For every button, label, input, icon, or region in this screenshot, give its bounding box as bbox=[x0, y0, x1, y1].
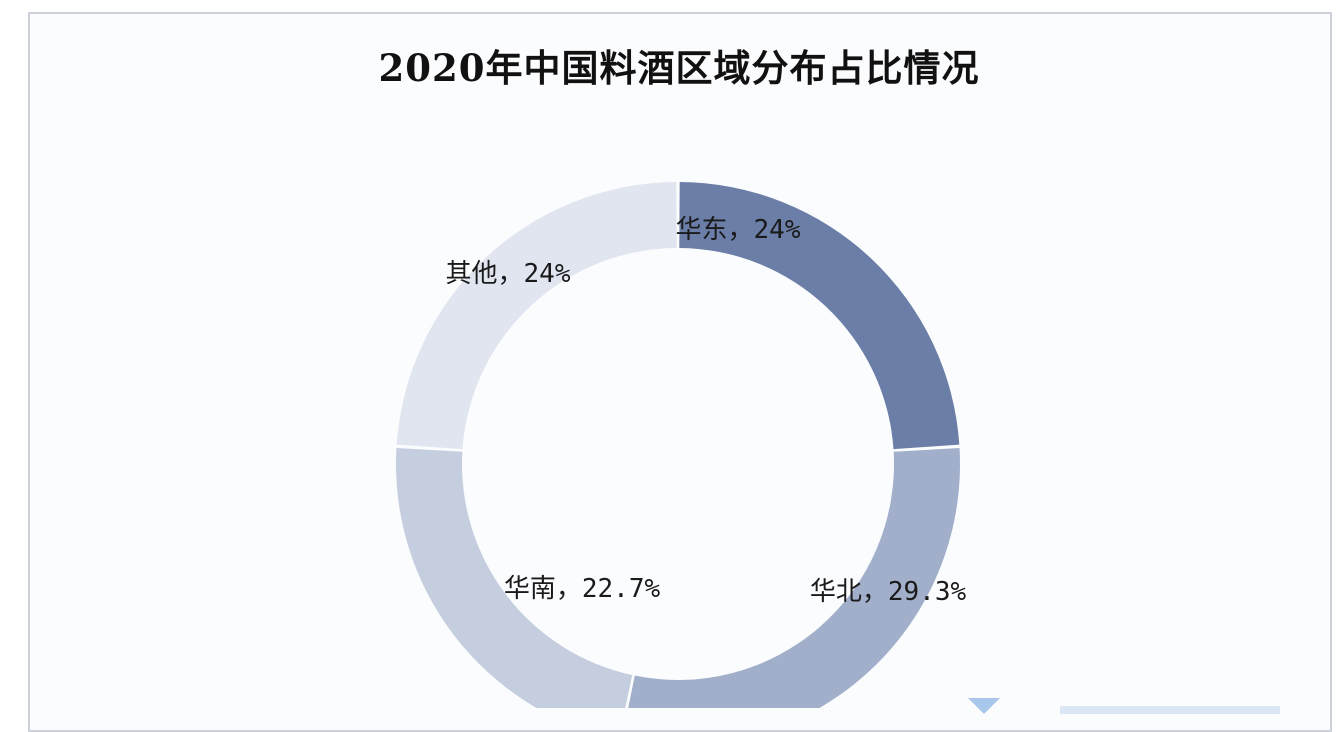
chart-frame bbox=[28, 12, 1332, 732]
watermark-text-shape bbox=[1060, 706, 1280, 714]
slice-华北 bbox=[628, 447, 960, 708]
chart-title: 2020年中国料酒区域分布占比情况 bbox=[378, 46, 980, 90]
slice-其他 bbox=[396, 182, 677, 450]
slice-label-华东: 华东，24% bbox=[676, 215, 801, 245]
watermark-logo bbox=[968, 698, 1280, 714]
slice-label-华北: 华北，29.3% bbox=[810, 577, 967, 607]
slice-华南 bbox=[396, 447, 633, 708]
slice-label-其他: 其他，24% bbox=[446, 259, 571, 289]
donut-chart: 华东，24% 华北，29.3% 华南，22.7% 其他，24% bbox=[396, 182, 967, 708]
donut-slices bbox=[396, 182, 960, 708]
slice-label-华南: 华南，22.7% bbox=[504, 574, 661, 604]
slice-labels: 华东，24% 华北，29.3% 华南，22.7% 其他，24% bbox=[446, 215, 967, 607]
slice-华东 bbox=[679, 182, 960, 450]
watermark-triangle-icon bbox=[968, 698, 1000, 714]
